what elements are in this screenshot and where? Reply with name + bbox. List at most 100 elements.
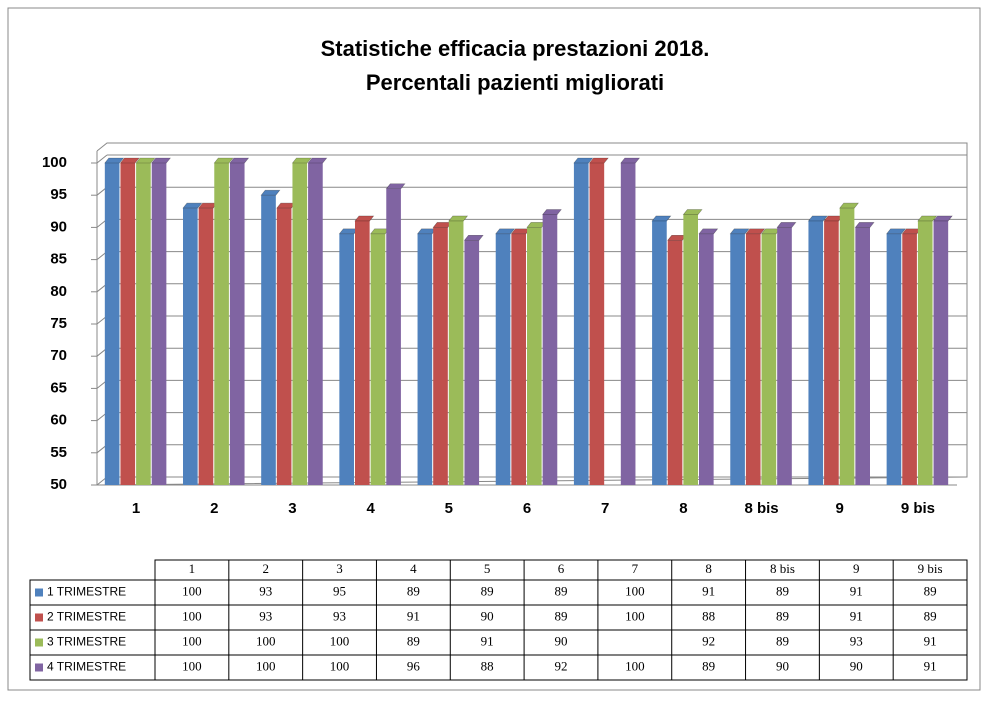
bar <box>308 163 323 485</box>
bar-top <box>135 157 156 164</box>
legend-swatch <box>35 588 43 597</box>
y-tick-label: 95 <box>50 186 67 203</box>
legend-swatch <box>35 613 43 622</box>
x-tick-label: 5 <box>445 500 453 517</box>
table-cell: 89 <box>776 633 789 648</box>
bar <box>433 227 448 485</box>
table-cell: 91 <box>924 658 937 673</box>
bar-top <box>886 228 906 235</box>
bar <box>761 233 777 485</box>
bar <box>136 163 151 485</box>
legend-label: 2 TRIMESTRE <box>47 610 126 624</box>
x-tick-label: 1 <box>132 500 140 517</box>
bar <box>730 233 745 485</box>
table-cell: 92 <box>702 633 715 648</box>
bar <box>573 163 589 485</box>
table-cell: 100 <box>182 608 202 623</box>
bar <box>464 240 480 485</box>
table-header-cell: 1 <box>189 561 196 576</box>
table-cell: 91 <box>702 583 715 598</box>
table-header-cell: 6 <box>558 561 565 576</box>
bar-top <box>354 215 375 222</box>
table-cell: 100 <box>625 608 645 623</box>
table-row <box>29 654 968 681</box>
bar <box>511 233 526 485</box>
grid-line <box>96 154 108 164</box>
bar-top <box>620 157 641 164</box>
table-cell: 93 <box>333 608 346 623</box>
table-cell: 89 <box>924 608 937 623</box>
x-tick-label: 7 <box>601 500 609 517</box>
table-cell: 89 <box>407 583 420 598</box>
table-cell: 100 <box>256 658 276 673</box>
bar-top <box>651 215 672 222</box>
bar <box>777 227 792 485</box>
table-cell: 91 <box>850 608 863 623</box>
bar <box>214 163 229 485</box>
bar <box>339 233 354 485</box>
table-header-cell: 5 <box>484 561 491 576</box>
bar <box>417 233 433 485</box>
bar-top <box>229 157 250 164</box>
bar-top <box>213 157 234 164</box>
bar <box>261 195 276 485</box>
table-header-cell: 8 bis <box>770 561 795 576</box>
bar <box>886 233 902 485</box>
bar <box>652 220 667 485</box>
table-cell: 95 <box>333 583 346 598</box>
bar <box>683 214 698 485</box>
y-tick-label: 90 <box>50 218 67 235</box>
table-header-cell: 2 <box>262 561 269 576</box>
y-tick-label: 55 <box>50 444 67 461</box>
table-cell: 100 <box>256 633 276 648</box>
table-cell: 90 <box>481 608 494 623</box>
y-tick-label: 60 <box>50 412 67 429</box>
table-cell: 90 <box>850 658 863 673</box>
y-tick-label: 65 <box>50 379 67 396</box>
table-cell: 91 <box>850 583 863 598</box>
table-header-cell: 9 bis <box>918 561 943 576</box>
table-cell: 89 <box>407 633 420 648</box>
table-header-cell: 4 <box>410 561 417 576</box>
legend-swatch <box>35 663 43 672</box>
bar-top <box>542 209 562 215</box>
bar <box>183 208 198 485</box>
table-cell: 100 <box>330 633 350 648</box>
bar <box>370 233 386 485</box>
bar <box>699 233 714 485</box>
bar-top <box>151 157 171 164</box>
legend-label: 4 TRIMESTRE <box>47 660 126 674</box>
bar <box>386 188 401 485</box>
bar-top <box>260 189 281 196</box>
bar-top <box>698 228 719 235</box>
bar <box>589 163 605 485</box>
bar-top <box>104 157 125 164</box>
bar-top <box>729 228 750 235</box>
bar-top <box>917 215 938 222</box>
bar-top <box>932 215 953 222</box>
table-cell: 91 <box>481 633 494 648</box>
y-tick-label: 50 <box>50 476 67 493</box>
bar <box>104 163 120 485</box>
table-cell: 92 <box>555 658 568 673</box>
bar-top <box>463 234 484 241</box>
chart-title: Percentali pazienti migliorati <box>366 70 664 95</box>
bar <box>824 220 839 485</box>
bar <box>933 220 949 485</box>
bar-top <box>776 222 797 228</box>
table-cell: 89 <box>555 608 568 623</box>
legend-label: 1 TRIMESTRE <box>47 585 126 599</box>
bar <box>745 233 761 485</box>
x-tick-label: 3 <box>288 500 296 517</box>
bar-top <box>839 202 859 209</box>
table-cell: 89 <box>702 658 715 673</box>
bar-top <box>807 215 828 222</box>
bar <box>198 208 214 485</box>
y-tick-label: 100 <box>42 154 67 171</box>
x-tick-label: 9 <box>836 500 844 517</box>
table-cell: 100 <box>625 658 645 673</box>
bar <box>355 220 370 485</box>
table-cell: 93 <box>259 583 272 598</box>
table-cell: 88 <box>702 608 715 623</box>
